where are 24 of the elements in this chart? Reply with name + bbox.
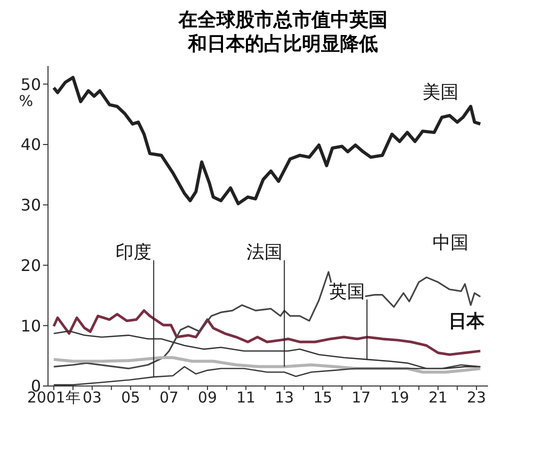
x-tick-label: 23	[466, 388, 486, 407]
y-tick-label: 10	[20, 316, 41, 336]
x-tick-label: 11	[236, 388, 256, 407]
x-tick-label: 13	[274, 388, 294, 407]
series-label: 美国	[422, 82, 458, 103]
y-tick-label: 20	[20, 256, 41, 275]
line-series	[52, 76, 482, 206]
x-tick-label: 19	[390, 388, 410, 407]
y-tick-label: 50	[20, 74, 41, 94]
x-tick-label: 09	[198, 388, 218, 407]
series-label: 中国	[432, 232, 468, 254]
series-label: 日本	[448, 310, 486, 332]
text: 法国	[246, 242, 282, 264]
x-tick-label: 07	[160, 388, 179, 407]
text: 印度	[116, 242, 152, 264]
y-tick-label: 30	[20, 196, 41, 215]
x-tick-label: 15	[313, 388, 332, 407]
y-tick-label: 40	[20, 135, 41, 154]
x-tick-label: 05	[121, 388, 140, 407]
chart-title: 在全球股市总市值中英国和日本的占比明显降低	[177, 8, 388, 56]
x-tick-label: 17	[352, 388, 371, 407]
y-axis-title: %	[18, 92, 34, 110]
x-tick-label: 03	[82, 388, 102, 407]
x-tick-label: 21	[428, 388, 448, 407]
